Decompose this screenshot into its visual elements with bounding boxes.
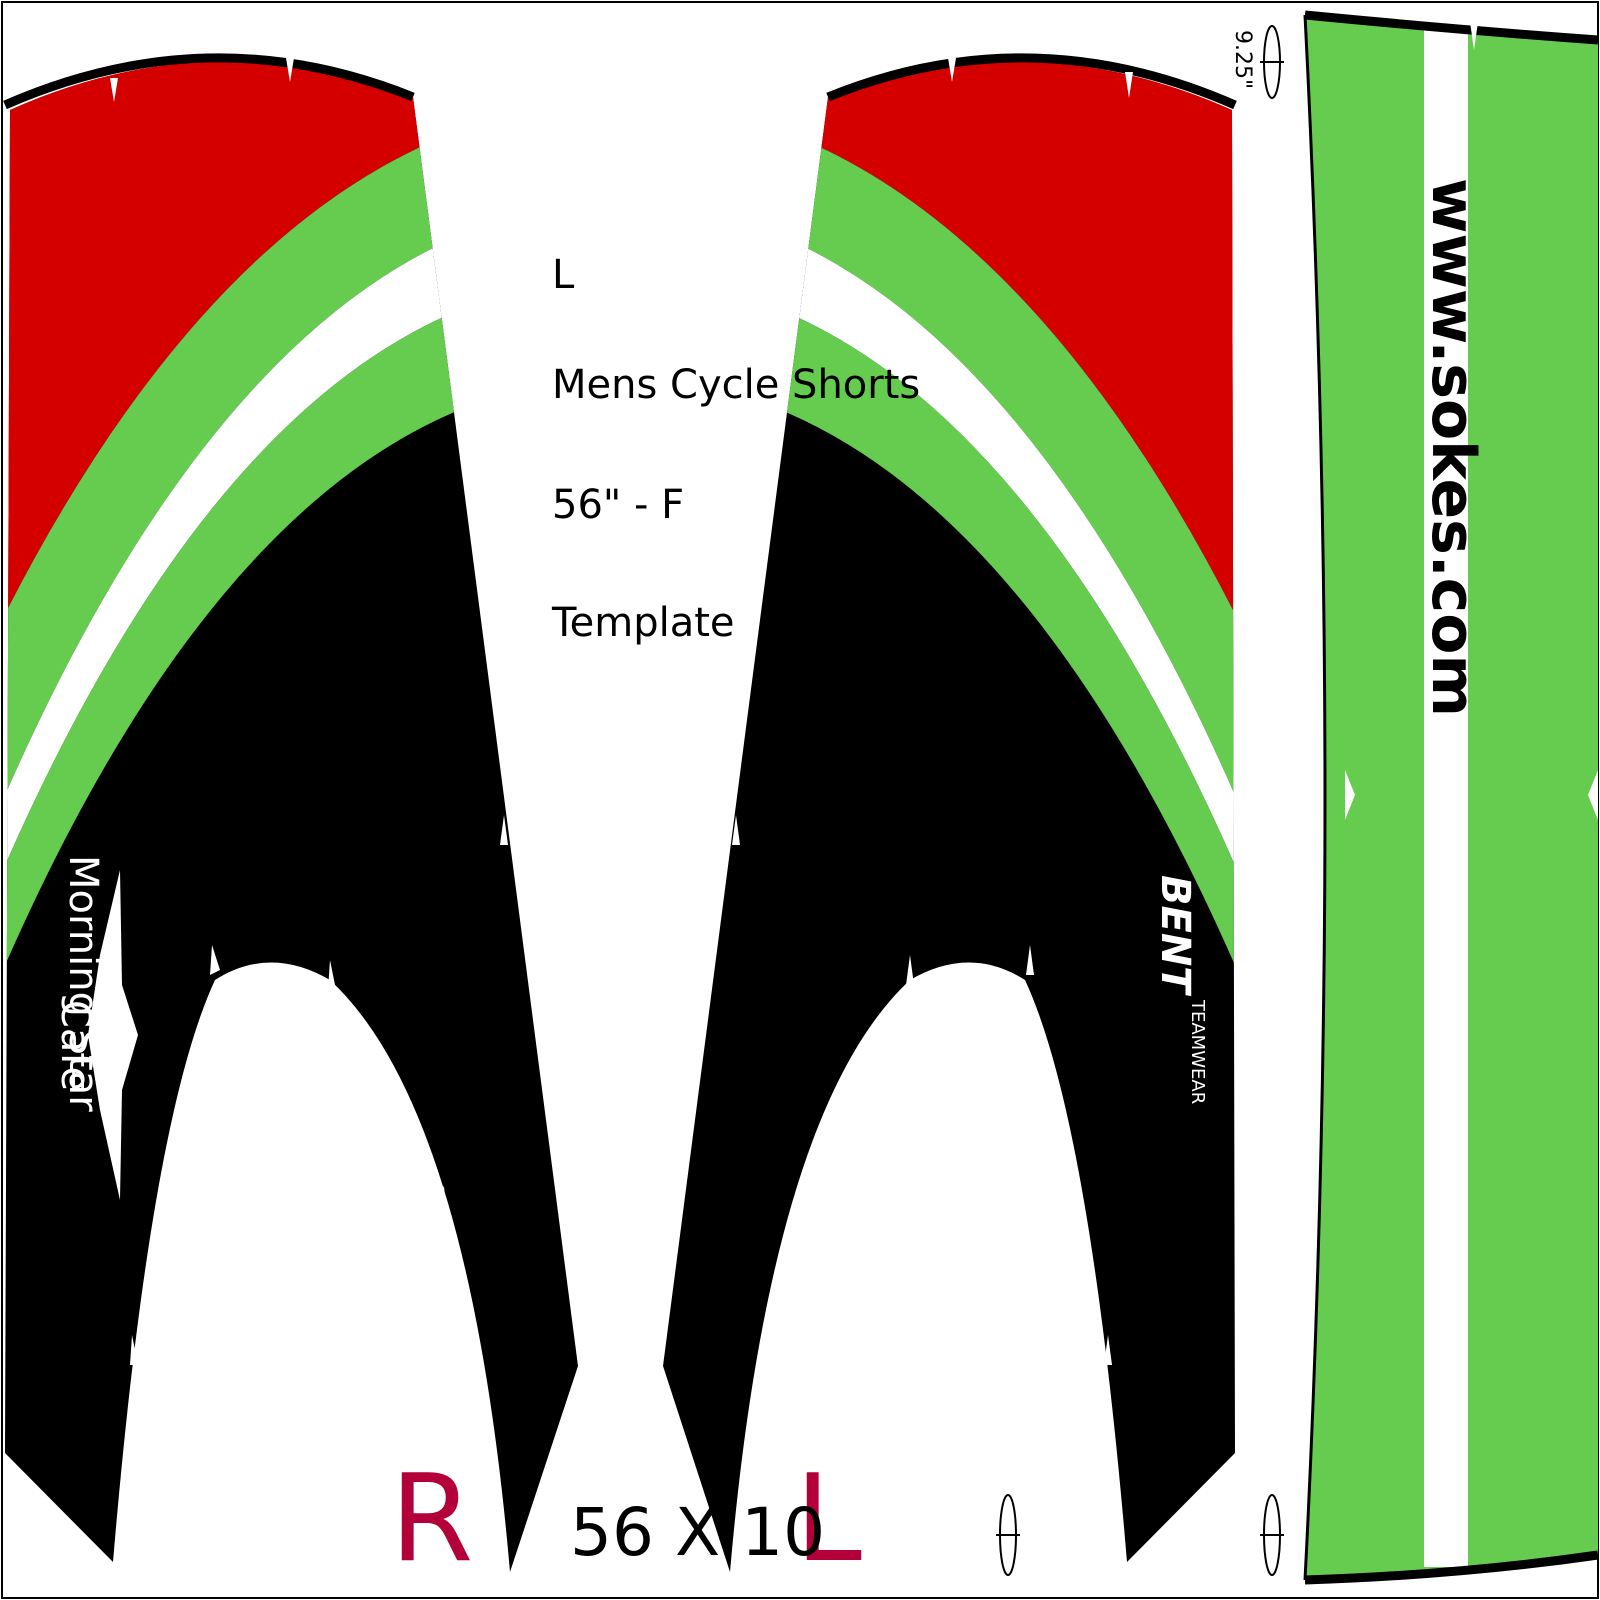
left-notch — [906, 955, 914, 985]
right-notch — [438, 1185, 446, 1215]
waistband-bottom-edge — [1304, 1550, 1599, 1585]
info-kind: Template — [551, 600, 735, 646]
info-size: L — [552, 252, 575, 298]
right-star-logo-icon — [88, 870, 138, 1200]
right-notch — [210, 945, 220, 975]
waistband-measurement: 9.25" — [1230, 30, 1255, 89]
waistband-url: www.sokes.com — [1418, 178, 1488, 717]
waistband-white-stripe — [1424, 22, 1468, 1567]
left-panel-white-band — [663, 200, 1235, 1000]
panel-dimensions: 56 X 10 — [570, 1494, 825, 1571]
left-panel-label: L — [795, 1450, 862, 1589]
waistband-notch — [1470, 22, 1478, 50]
left-panel-green-band-lower — [663, 276, 1235, 1100]
waistband-top-edge — [1304, 10, 1599, 45]
waistband-panel: www.sokes.com — [1303, 10, 1599, 1585]
left-panel-green-band-upper — [663, 98, 1235, 930]
right-notch — [110, 78, 118, 102]
left-notch — [796, 1185, 804, 1215]
right-notch — [500, 815, 508, 845]
registration-mark-icon — [1260, 1494, 1284, 1576]
left-notch — [1125, 72, 1133, 98]
left-brand-sub: TEAMWEAR — [1187, 999, 1208, 1104]
waistband-notch — [1345, 770, 1355, 820]
left-leg-panel: BENT TEAMWEAR L — [663, 53, 1237, 1589]
right-panel-white-band — [5, 200, 578, 1000]
right-brand-line2: Cafe — [52, 1000, 98, 1091]
left-panel-waist-edge — [826, 53, 1237, 110]
left-notch — [1104, 1335, 1112, 1365]
right-notch — [286, 58, 294, 82]
right-panel-green-band-upper — [5, 98, 578, 930]
left-notch — [948, 58, 956, 82]
right-panel-label: R — [390, 1450, 473, 1589]
right-notch — [328, 960, 336, 990]
waistband-side-edge — [1303, 14, 1327, 1581]
registration-mark-icon — [996, 1494, 1020, 1576]
right-brand-line1: Morning Star — [60, 855, 106, 1112]
right-panel-green-band-lower — [5, 276, 578, 1100]
waistband-notch — [1588, 770, 1598, 820]
right-panel-waist-edge — [3, 53, 415, 110]
left-brand-logo: BENT — [1152, 875, 1198, 996]
info-product: Mens Cycle Shorts — [552, 362, 920, 408]
right-leg-panel: Morning Star Cafe R — [3, 53, 578, 1589]
template-info: L Mens Cycle Shorts 56" - F Template — [551, 252, 920, 646]
right-notch — [130, 1335, 138, 1365]
registration-mark-icon — [1260, 25, 1284, 99]
left-notch — [1026, 945, 1034, 975]
info-spec: 56" - F — [552, 482, 684, 528]
left-notch — [732, 815, 740, 845]
